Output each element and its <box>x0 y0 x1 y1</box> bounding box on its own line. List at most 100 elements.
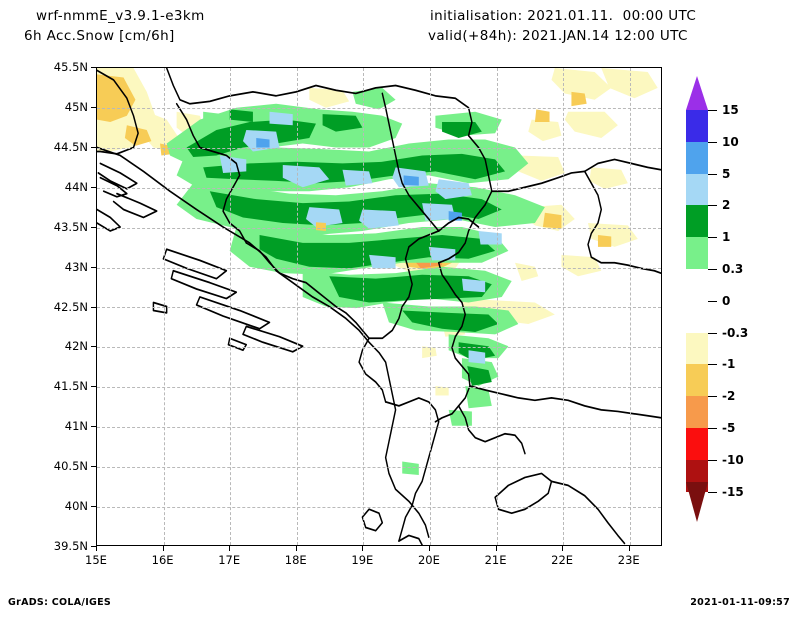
y-axis-tick <box>91 266 96 268</box>
gridline-horizontal <box>97 267 661 269</box>
x-axis-label: 20E <box>417 553 440 567</box>
y-axis-label: 41.5N <box>53 379 88 394</box>
colorbar-label: 1 <box>722 230 731 245</box>
y-axis-tick <box>91 506 96 508</box>
y-axis-tick <box>91 146 96 148</box>
colorbar-label: 15 <box>722 103 739 117</box>
gridline-vertical <box>296 68 298 545</box>
colorbar-label: -5 <box>722 421 736 435</box>
colorbar-label: 2 <box>722 198 731 213</box>
colorbar-label: -15 <box>722 484 744 499</box>
colorbar-bottom-arrow <box>686 482 708 522</box>
snow-field-overlay <box>97 68 658 476</box>
colorbar-band <box>686 364 708 397</box>
y-axis-tick <box>91 386 96 388</box>
colorbar-tick <box>708 237 717 239</box>
gridline-horizontal <box>97 227 661 229</box>
colorbar-band <box>686 141 708 174</box>
y-axis-tick <box>91 67 96 68</box>
colorbar-label: -0.3 <box>722 325 749 340</box>
x-axis-label: 23E <box>617 553 640 567</box>
x-axis-label: 17E <box>218 553 241 567</box>
gridline-vertical <box>363 68 365 545</box>
x-axis-tick <box>229 546 231 551</box>
x-axis-tick <box>162 546 164 551</box>
y-axis-tick <box>91 226 96 228</box>
y-axis-label: 41N <box>64 419 88 434</box>
y-axis-label: 43.5N <box>53 219 88 234</box>
colorbar-top-arrow <box>686 76 708 110</box>
colorbar-tick <box>708 428 717 429</box>
x-axis-tick <box>362 546 364 551</box>
gridline-horizontal <box>97 347 661 349</box>
x-axis-tick <box>495 546 497 551</box>
colorbar-band <box>686 173 708 206</box>
gridline-horizontal <box>97 187 661 189</box>
colorbar-label: -10 <box>722 452 744 467</box>
x-axis-label: 19E <box>351 553 374 567</box>
gridline-horizontal <box>97 307 661 309</box>
x-axis-tick <box>428 546 430 551</box>
x-axis-tick <box>295 546 297 551</box>
colorbar-label: 0 <box>722 293 731 308</box>
colorbar-label: 10 <box>722 134 739 149</box>
y-axis-label: 45N <box>64 99 88 114</box>
x-axis-tick <box>96 546 97 551</box>
gridline-vertical <box>496 68 498 545</box>
colorbar-band <box>686 237 708 269</box>
colorbar-label: -2 <box>722 389 736 404</box>
coastline-borders-overlay <box>97 68 661 545</box>
y-axis-tick <box>91 186 96 188</box>
gridline-vertical <box>230 68 232 545</box>
colorbar-tick <box>708 491 717 493</box>
field-title: 6h Acc.Snow [cm/6h] <box>24 28 175 44</box>
y-axis-label: 42.5N <box>53 299 88 314</box>
map-plot-area <box>96 67 662 546</box>
valid-time-label: valid(+84h): 2021.JAN.14 12:00 UTC <box>428 28 688 44</box>
colorbar-label: -1 <box>722 357 736 372</box>
y-axis-label: 39.5N <box>53 539 88 553</box>
model-title: wrf-nmmE_v3.9.1-e3km <box>36 8 205 24</box>
colorbar-band <box>686 396 708 428</box>
colorbar-tick <box>708 269 717 270</box>
colorbar-label: 5 <box>722 166 731 181</box>
initialisation-label: initialisation: 2021.01.11. 00:00 UTC <box>430 8 697 24</box>
y-axis-tick <box>91 546 96 547</box>
render-timestamp: 2021-01-11-09:57 <box>690 597 790 608</box>
x-axis-label: 22E <box>551 553 574 567</box>
colorbar-tick <box>708 459 717 461</box>
y-axis-tick <box>91 106 96 108</box>
map-canvas <box>97 68 661 545</box>
y-axis-tick <box>91 306 96 308</box>
colorbar-tick <box>708 173 717 175</box>
grads-credit: GrADS: COLA/IGES <box>8 597 112 608</box>
y-axis-label: 40N <box>64 499 88 514</box>
colorbar-band <box>686 268 708 301</box>
x-axis-tick <box>562 546 564 551</box>
y-axis-tick <box>91 346 96 348</box>
gridline-vertical <box>163 68 165 545</box>
colorbar-band <box>686 300 708 333</box>
colorbar-tick <box>708 300 717 302</box>
gridline-horizontal <box>97 427 661 429</box>
gridline-vertical <box>563 68 565 545</box>
y-axis-label: 43N <box>64 259 88 274</box>
colorbar-tick <box>708 364 717 366</box>
y-axis-label: 40.5N <box>53 459 88 474</box>
colorbar-tick <box>708 110 717 111</box>
colorbar-band <box>686 205 708 238</box>
colorbar-tick <box>708 141 717 143</box>
y-axis-tick <box>91 426 96 428</box>
y-axis-label: 44.5N <box>53 139 88 154</box>
x-axis-label: 18E <box>284 553 307 567</box>
colorbar <box>686 110 708 492</box>
colorbar-tick <box>708 205 717 207</box>
colorbar-tick <box>708 332 717 334</box>
y-axis-tick <box>91 466 96 468</box>
colorbar-tick <box>708 396 717 398</box>
gridline-horizontal <box>97 107 661 109</box>
gridline-horizontal <box>97 467 661 468</box>
colorbar-band <box>686 332 708 365</box>
x-axis-label: 16E <box>151 553 174 567</box>
y-axis-label: 44N <box>64 179 88 194</box>
